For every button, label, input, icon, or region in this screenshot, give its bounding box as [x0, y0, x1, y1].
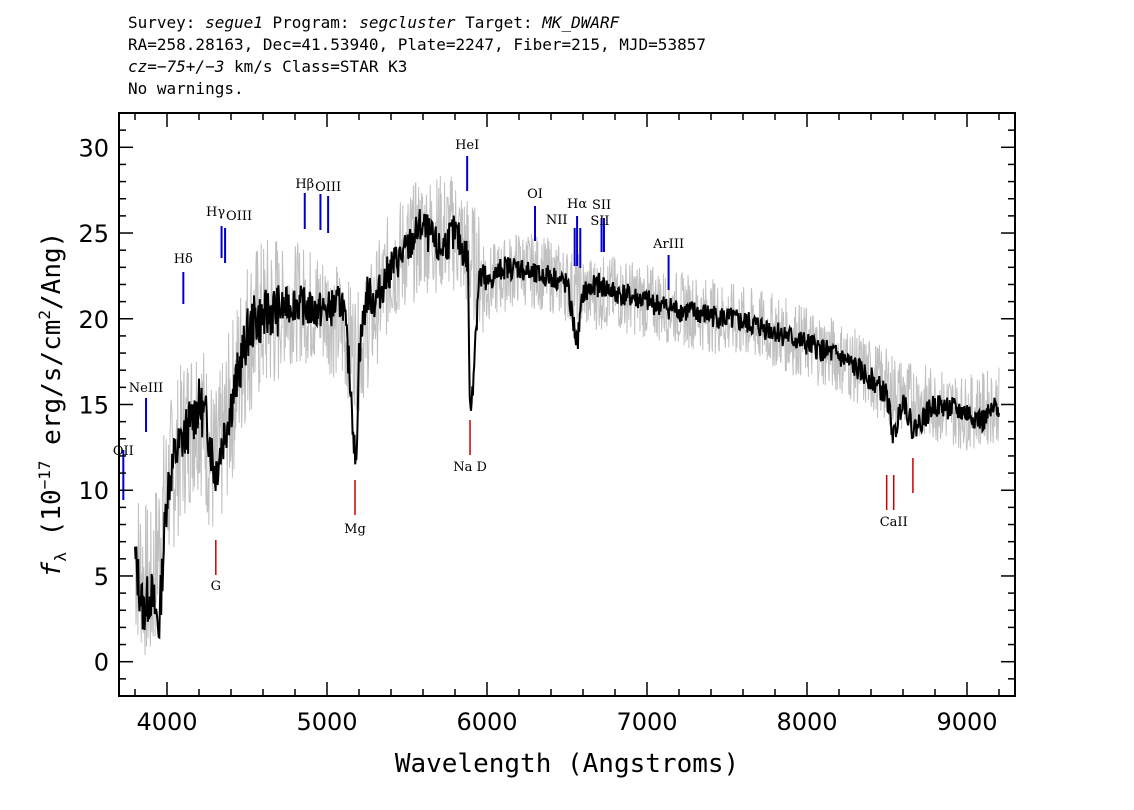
- emission-line-label: Hβ: [295, 177, 314, 192]
- x-tick-label: 7000: [616, 708, 677, 736]
- absorption-line-label: CaII: [880, 515, 908, 530]
- emission-line-label: SII: [592, 198, 611, 213]
- program-value: segcluster: [359, 13, 456, 32]
- class-value: km/s Class=STAR K3: [224, 57, 408, 76]
- redshift-value: cz=−75+/−3: [128, 57, 225, 76]
- flux-layer: [134, 209, 1000, 640]
- target-label: Target:: [455, 13, 543, 32]
- y-tick-label: 25: [78, 220, 109, 248]
- emission-line-label: Hδ: [174, 252, 193, 267]
- y-tick-label: 10: [78, 477, 109, 505]
- target-value: MK_DWARF: [542, 13, 620, 32]
- error-band-line: [134, 175, 1000, 656]
- header-line-coordinates: RA=258.28163, Dec=41.53940, Plate=2247, …: [128, 35, 706, 54]
- emission-line-label: Hα: [567, 197, 587, 212]
- y-tick-label: 0: [94, 649, 109, 677]
- header-line-redshift: cz=−75+/−3 km/s Class=STAR K3: [128, 56, 706, 78]
- axis-ticks-layer: 4000 5000 6000 7000 8000 9000 0 5 10 15 20 25 30: [78, 113, 1015, 736]
- absorption-line-label: G: [211, 579, 221, 594]
- survey-value: segue1: [205, 13, 263, 32]
- x-tick-label: 8000: [776, 708, 837, 736]
- y-tick-label: 20: [78, 306, 109, 334]
- header-line-warnings: No warnings.: [128, 79, 244, 98]
- emission-line-label: Hγ: [206, 205, 225, 220]
- emission-line-label: ArIII: [652, 237, 684, 252]
- y-tick-label: 15: [78, 392, 109, 420]
- absorption-line-label: Mg: [344, 522, 366, 537]
- y-tick-label: 5: [94, 563, 109, 591]
- emission-line-label: OIII: [315, 180, 341, 195]
- x-tick-label: 5000: [296, 708, 357, 736]
- y-tick-label: 30: [78, 134, 109, 162]
- emission-line-label: OI: [527, 187, 543, 202]
- emission-line-label: OII: [113, 444, 134, 459]
- error-band-layer: [134, 175, 1000, 656]
- x-tick-label: 9000: [936, 708, 997, 736]
- x-tick-label: 6000: [456, 708, 517, 736]
- emission-line-label: SII: [590, 214, 609, 229]
- y-axis-title: fλ (10−17 erg/s/cm2/Ang): [35, 232, 70, 578]
- emission-line-label: HeI: [455, 138, 479, 153]
- emission-line-label: OIII: [226, 209, 252, 224]
- program-label: Program:: [262, 13, 360, 32]
- survey-label: Survey:: [128, 13, 206, 32]
- chart-header: Survey: segue1 Program: segcluster Targe…: [128, 12, 706, 100]
- x-tick-label: 4000: [136, 708, 197, 736]
- emission-line-label: NII: [546, 213, 568, 228]
- x-axis-title: Wavelength (Angstroms): [395, 749, 739, 779]
- emission-line-label: NeIII: [129, 381, 163, 396]
- flux-line: [134, 209, 1000, 640]
- absorption-line-label: Na D: [453, 460, 487, 475]
- header-line-survey: Survey: segue1 Program: segcluster Targe…: [128, 12, 706, 34]
